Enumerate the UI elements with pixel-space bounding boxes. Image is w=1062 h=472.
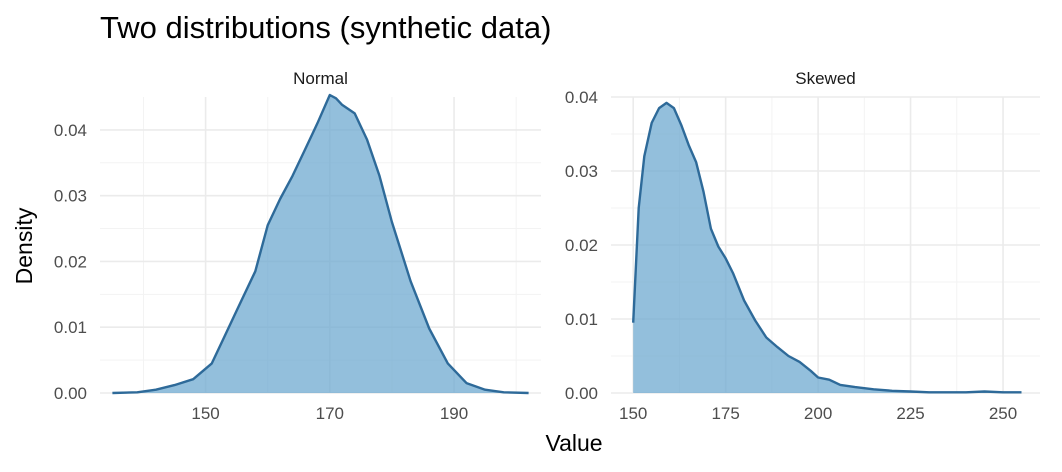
- density-line-skewed: [632, 101, 1022, 394]
- panel-normal: Normal 150 170 190 0.00 0.01 0.02 0.03 0.04: [54, 69, 541, 423]
- density-area-normal: [112, 95, 529, 393]
- chart-title: Two distributions (synthetic data): [100, 10, 551, 45]
- x-tick-label: 170: [316, 404, 344, 423]
- facet-label-normal: Normal: [293, 69, 348, 88]
- x-axis-title: Value: [545, 430, 602, 456]
- y-axis-title: Density: [11, 207, 37, 284]
- x-tick-label: 190: [440, 404, 468, 423]
- x-tick-label: 175: [711, 404, 739, 423]
- density-line-normal: [112, 93, 529, 395]
- y-tick-label: 0.02: [565, 236, 598, 255]
- y-tick-label: 0.02: [54, 252, 87, 271]
- y-tick-label: 0.01: [54, 318, 87, 337]
- y-tick-label: 0.04: [565, 88, 598, 107]
- x-tick-label: 150: [619, 404, 647, 423]
- x-tick-label: 250: [989, 404, 1017, 423]
- y-tick-label: 0.03: [565, 162, 598, 181]
- x-tick-label: 200: [804, 404, 832, 423]
- density-area-skewed: [633, 102, 1022, 394]
- y-tick-label: 0.00: [54, 384, 87, 403]
- panel-skewed: Skewed 150 175 200 225 250 0.00 0.01 0.02 0.03 0.0…: [565, 69, 1040, 423]
- facet-label-skewed: Skewed: [795, 69, 855, 88]
- x-tick-label: 225: [896, 404, 924, 423]
- y-tick-label: 0.03: [54, 187, 87, 206]
- y-tick-label: 0.01: [565, 310, 598, 329]
- y-tick-label: 0.00: [565, 384, 598, 403]
- x-tick-label: 150: [191, 404, 219, 423]
- y-tick-label: 0.04: [54, 121, 87, 140]
